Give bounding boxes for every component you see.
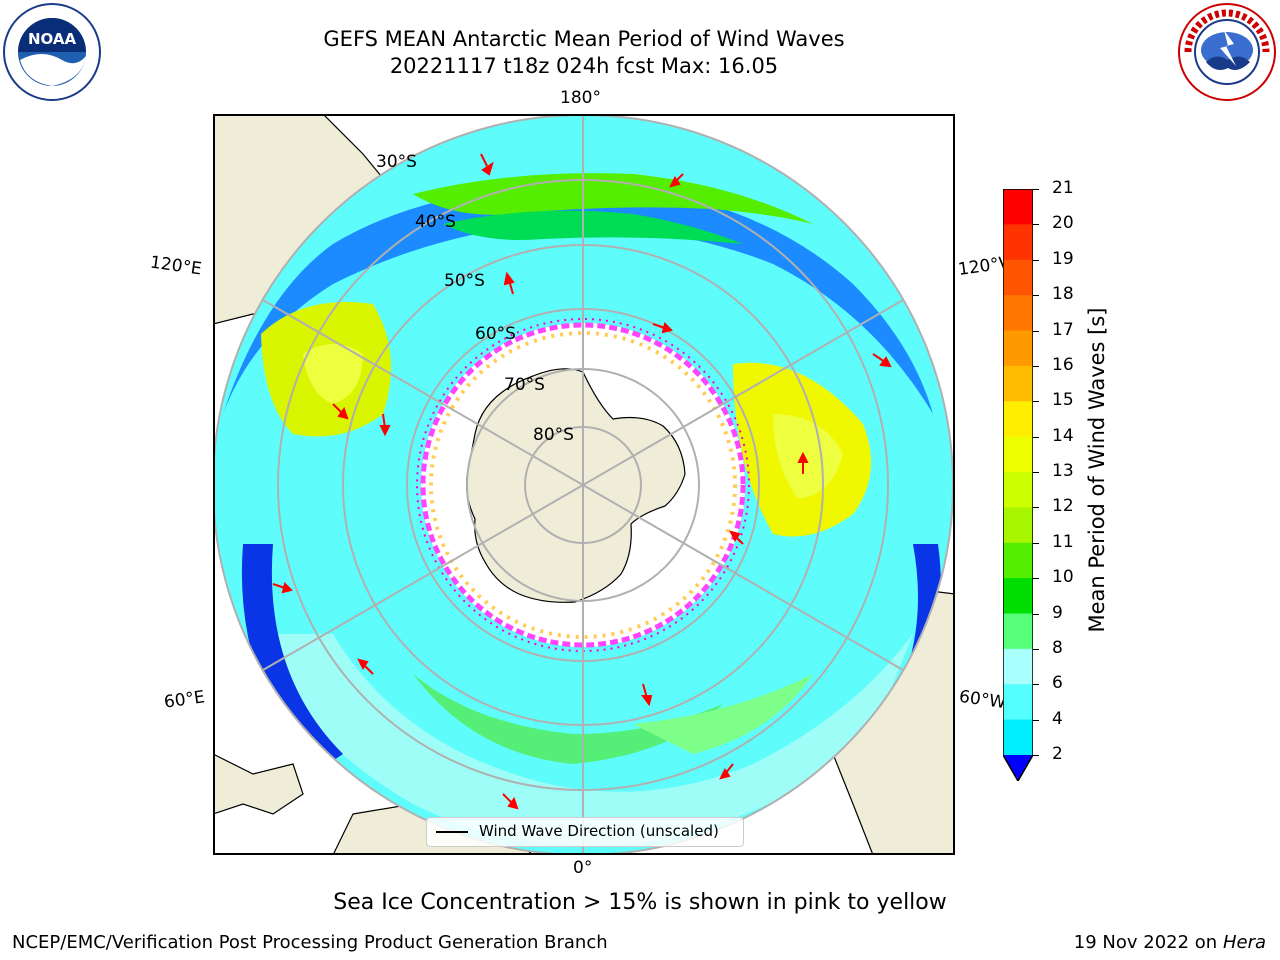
colorbar-tick-mark xyxy=(1033,542,1039,544)
colorbar-tick-mark xyxy=(1033,755,1039,756)
lat-label-80s: 80°S xyxy=(533,425,574,445)
colorbar-tick-label: 11 xyxy=(1052,531,1074,552)
lon-label-60w: 60°W xyxy=(957,686,1008,714)
colorbar-tick-mark xyxy=(1033,330,1039,332)
colorbar-bin xyxy=(1003,719,1033,756)
map-legend: Wind Wave Direction (unscaled) xyxy=(426,817,744,847)
colorbar-tick-mark xyxy=(1033,684,1039,686)
map-title: GEFS MEAN Antarctic Mean Period of Wind … xyxy=(323,27,845,51)
colorbar-tick-mark xyxy=(1033,578,1039,580)
map-subtitle: 20221117 t18z 024h fcst Max: 16.05 xyxy=(389,54,779,78)
colorbar-tick-label: 19 xyxy=(1052,248,1074,269)
colorbar-tick-mark xyxy=(1033,224,1039,226)
colorbar-tick-label: 13 xyxy=(1052,461,1074,481)
lat-label-50s: 50°S xyxy=(444,271,485,291)
colorbar-tick-label: 20 xyxy=(1052,213,1074,234)
lon-label-120e: 120°E xyxy=(148,252,203,280)
colorbar-bin xyxy=(1003,224,1033,261)
colorbar-label: Mean Period of Wind Waves [s] xyxy=(1085,307,1109,633)
colorbar-tick-label: 10 xyxy=(1052,567,1074,588)
lat-label-30s: 30°S xyxy=(376,152,417,172)
colorbar-bin xyxy=(1003,507,1033,544)
legend-label: Wind Wave Direction (unscaled) xyxy=(479,822,719,840)
date-text: 19 Nov 2022 on Hera xyxy=(1074,932,1266,953)
colorbar-bin xyxy=(1003,365,1033,402)
lat-label-40s: 40°S xyxy=(415,212,456,232)
colorbar-bin xyxy=(1003,259,1033,296)
colorbar-tick-label: 18 xyxy=(1052,284,1074,305)
colorbar-tick-mark xyxy=(1033,507,1039,509)
colorbar-tick-mark xyxy=(1033,365,1039,367)
colorbar-bin xyxy=(1003,401,1033,438)
colorbar-bin xyxy=(1003,189,1033,225)
colorbar-tick-label: 12 xyxy=(1052,496,1074,517)
colorbar-bin xyxy=(1003,436,1033,473)
lon-label-60e: 60°E xyxy=(162,687,207,713)
nws-logo-icon xyxy=(1176,2,1278,102)
date-label: 19 Nov 2022 on xyxy=(1073,932,1218,953)
colorbar-tick-mark xyxy=(1033,259,1039,261)
lat-label-70s: 70°S xyxy=(504,375,545,395)
colorbar-tick-label: 15 xyxy=(1052,390,1074,411)
colorbar-tick-mark xyxy=(1033,719,1039,721)
colorbar-tick-label: 14 xyxy=(1052,425,1074,446)
colorbar-bin xyxy=(1003,542,1033,579)
lon-label-0: 0° xyxy=(573,858,593,878)
lat-label-60s: 60°S xyxy=(475,324,516,344)
colorbar-bin xyxy=(1003,295,1033,331)
colorbar-tick-mark xyxy=(1033,401,1039,403)
legend-line-icon xyxy=(436,831,468,833)
colorbar-tick-label: 17 xyxy=(1052,319,1074,340)
colorbar-bin xyxy=(1003,330,1033,367)
colorbar-tick-label: 2 xyxy=(1052,744,1063,764)
polar-map xyxy=(212,114,955,856)
colorbar-bin xyxy=(1003,684,1033,721)
colorbar-bin xyxy=(1003,472,1033,508)
credit-text: NCEP/EMC/Verification Post Processing Pr… xyxy=(12,932,608,953)
colorbar-tick-label: 4 xyxy=(1052,708,1063,729)
noaa-logo-icon: NOAA xyxy=(2,2,102,102)
colorbar-tick-mark xyxy=(1033,472,1039,473)
sea-ice-note: Sea Ice Concentration > 15% is shown in … xyxy=(333,890,947,915)
colorbar-tick-label: 6 xyxy=(1052,673,1063,694)
colorbar-tick-label: 9 xyxy=(1052,602,1063,623)
colorbar-tick-mark xyxy=(1033,189,1039,190)
colorbar-tick-mark xyxy=(1033,613,1039,615)
colorbar-bin xyxy=(1003,578,1033,614)
colorbar-tick-label: 8 xyxy=(1052,637,1063,658)
colorbar-tick-label: 21 xyxy=(1052,178,1074,198)
colorbar-tick-mark xyxy=(1033,436,1039,438)
colorbar-bin xyxy=(1003,613,1033,650)
colorbar-tick-mark xyxy=(1033,648,1039,650)
svg-text:NOAA: NOAA xyxy=(28,30,77,48)
colorbar xyxy=(1002,188,1034,783)
colorbar-tick-label: 16 xyxy=(1052,354,1074,375)
machine-label: Hera xyxy=(1222,932,1266,953)
colorbar-bin xyxy=(1003,648,1033,685)
colorbar-tick-mark xyxy=(1033,295,1039,297)
lon-label-180: 180° xyxy=(560,88,601,108)
colorbar-extend-triangle xyxy=(1003,755,1033,781)
